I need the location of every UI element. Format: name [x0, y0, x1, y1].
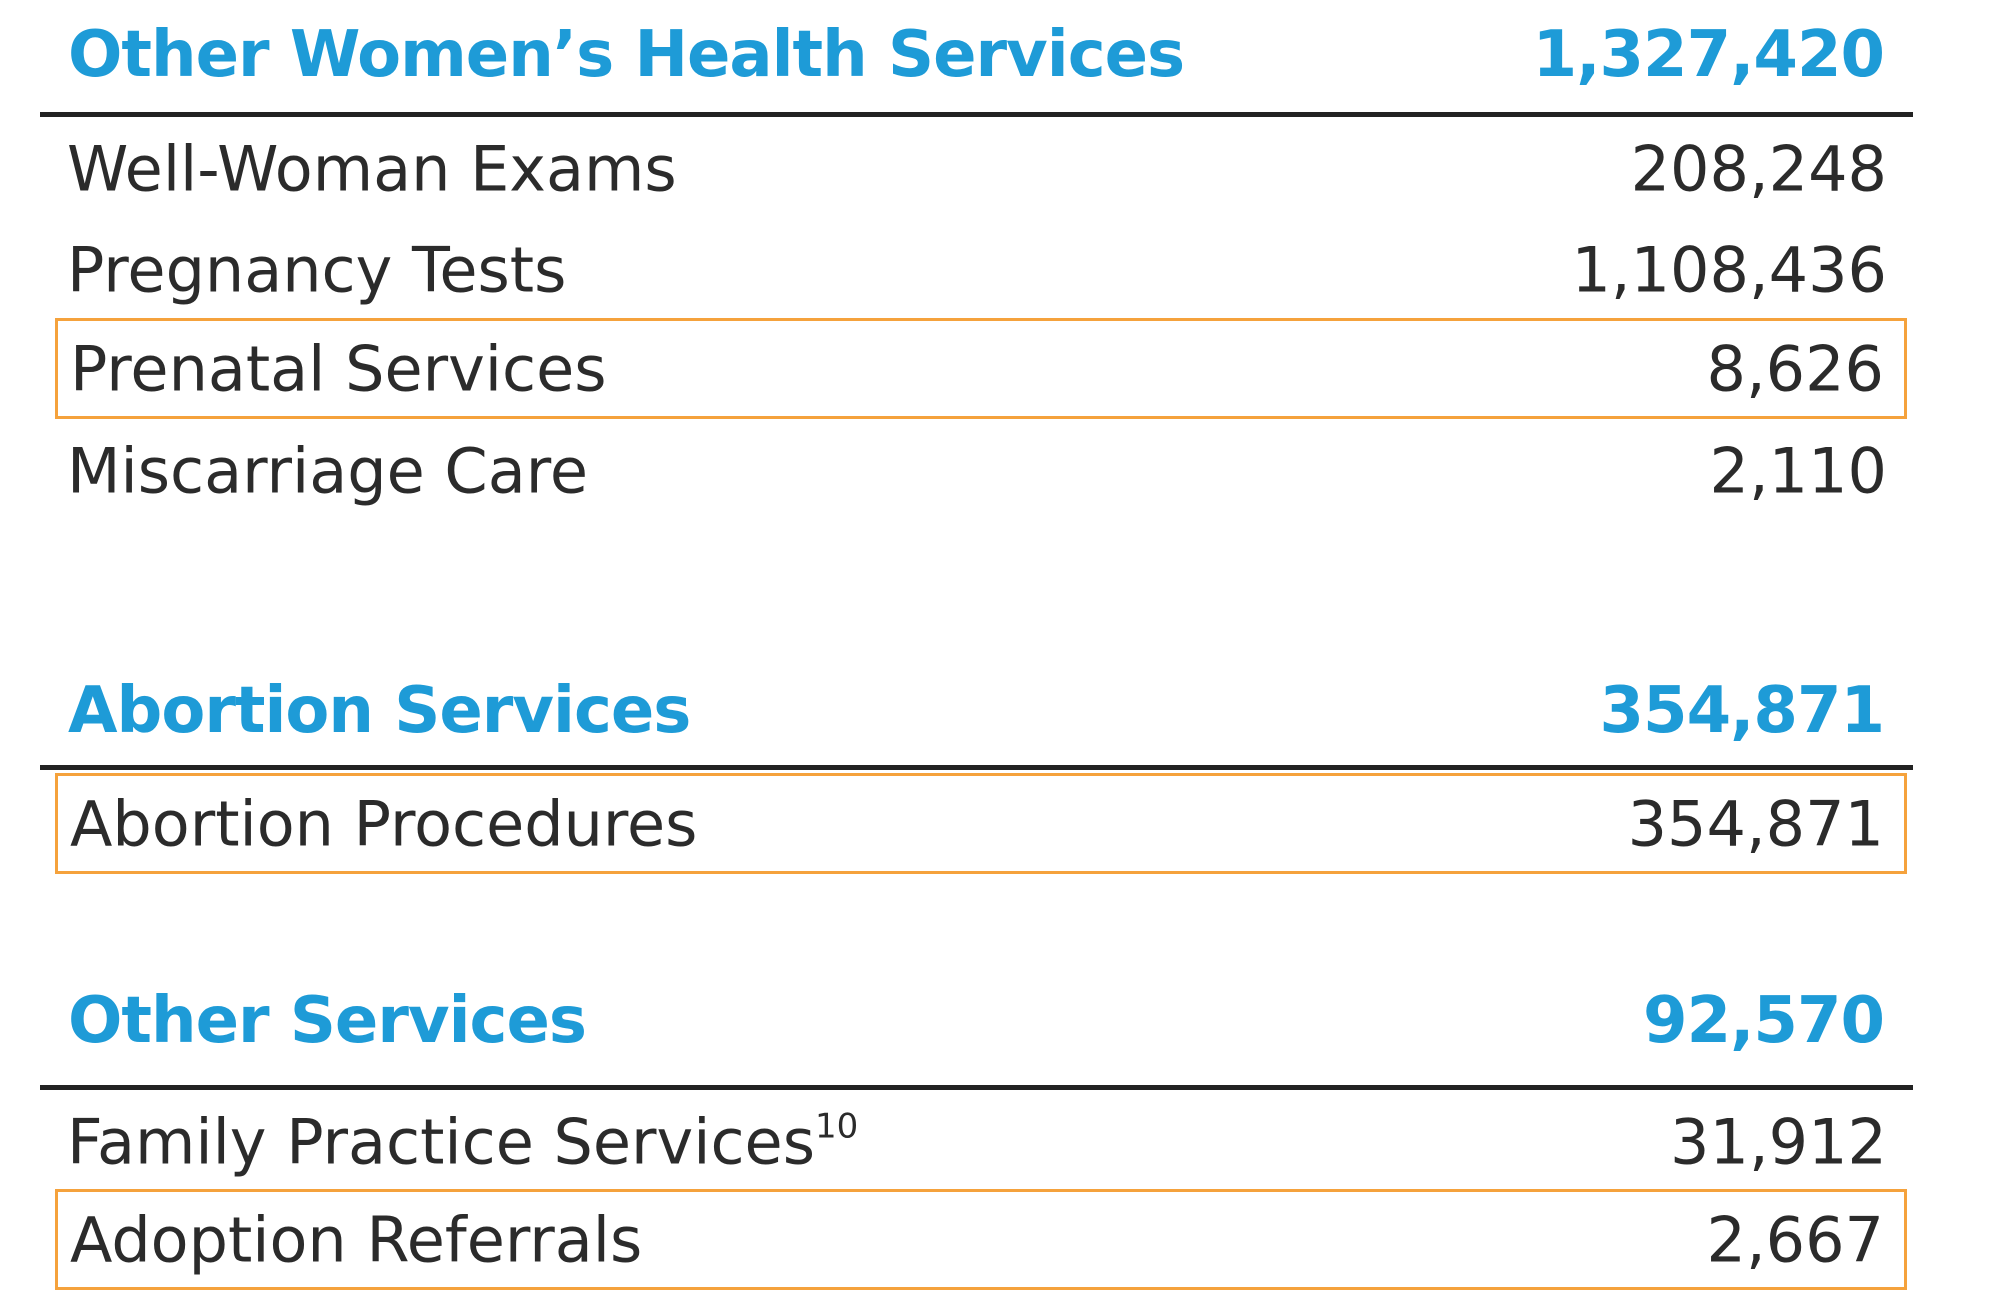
section-header-other-womens-health: Other Women’s Health Services 1,327,420: [0, 0, 1994, 110]
row-label: Well-Woman Exams: [67, 132, 677, 205]
footnote-marker: 10: [815, 1106, 859, 1146]
row-value: 1,108,436: [1571, 233, 1887, 306]
row-value: 31,912: [1670, 1105, 1887, 1178]
highlighted-table-row: Abortion Procedures 354,871: [55, 773, 1907, 874]
row-label: Abortion Procedures: [70, 787, 698, 860]
row-label-text: Family Practice Services: [67, 1105, 815, 1178]
row-value: 8,626: [1706, 332, 1885, 405]
section-header-other-services: Other Services 92,570: [0, 966, 1994, 1076]
row-value: 2,110: [1709, 434, 1888, 507]
row-value: 208,248: [1630, 132, 1887, 205]
row-label: Miscarriage Care: [67, 434, 588, 507]
section-total: 92,570: [1643, 984, 1885, 1058]
section-divider: [40, 765, 1913, 770]
highlighted-table-row: Adoption Referrals 2,667: [55, 1189, 1907, 1290]
section-title: Abortion Services: [68, 674, 691, 748]
section-title: Other Services: [68, 984, 587, 1058]
section-total: 354,871: [1599, 674, 1885, 748]
highlighted-table-row: Prenatal Services 8,626: [55, 318, 1907, 419]
section-title: Other Women’s Health Services: [68, 18, 1185, 92]
row-label: Family Practice Services10: [67, 1105, 858, 1178]
section-total: 1,327,420: [1532, 18, 1885, 92]
section-divider: [40, 1085, 1913, 1090]
row-label: Pregnancy Tests: [67, 233, 567, 306]
section-divider: [40, 112, 1913, 117]
row-value: 2,667: [1706, 1203, 1885, 1276]
row-value: 354,871: [1627, 787, 1884, 860]
table-row: Well-Woman Exams 208,248: [55, 118, 1907, 219]
section-header-abortion-services: Abortion Services 354,871: [0, 656, 1994, 766]
row-label: Prenatal Services: [70, 332, 607, 405]
table-row: Miscarriage Care 2,110: [55, 420, 1907, 521]
table-row: Pregnancy Tests 1,108,436: [55, 219, 1907, 320]
row-label: Adoption Referrals: [70, 1203, 643, 1276]
table-row: Family Practice Services10 31,912: [55, 1091, 1907, 1192]
